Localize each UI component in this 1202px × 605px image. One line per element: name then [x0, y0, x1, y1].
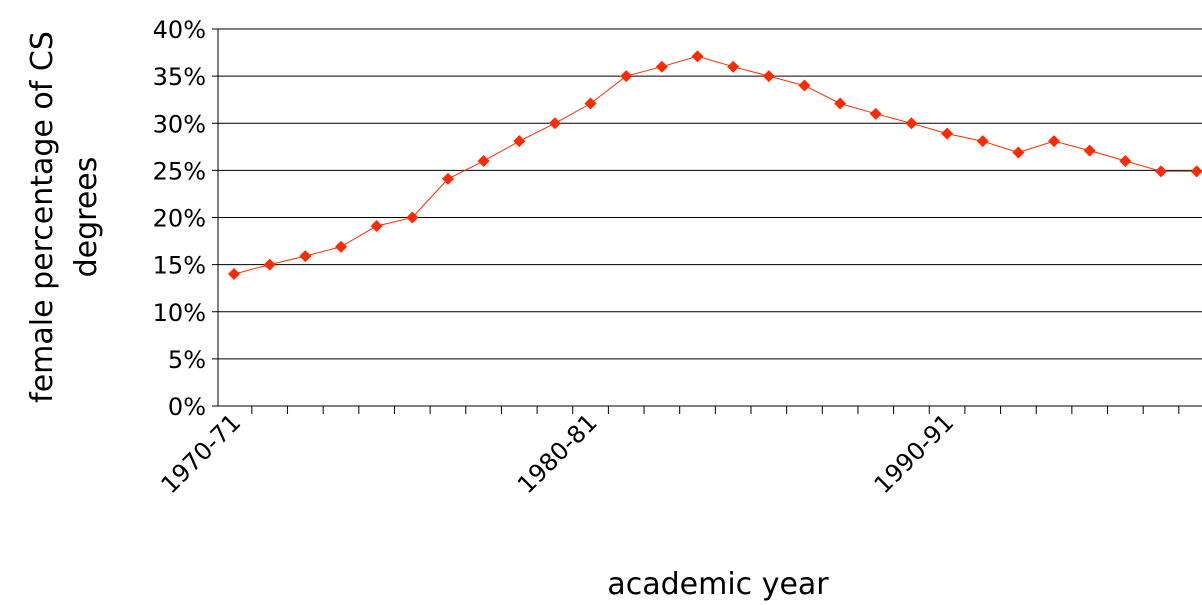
- data-point: [263, 258, 276, 271]
- y-axis-title-line: female percentage of CS: [25, 31, 60, 403]
- data-point: [370, 219, 383, 232]
- data-point: [691, 50, 704, 63]
- y-axis-title-line: degrees: [69, 157, 104, 278]
- data-point: [1190, 165, 1202, 178]
- data-point: [1119, 154, 1132, 167]
- series-layer: [228, 50, 1202, 281]
- axes: [212, 28, 1202, 414]
- y-tick-label: 40%: [153, 16, 206, 44]
- data-point: [762, 70, 775, 83]
- data-point: [1012, 146, 1025, 159]
- data-point: [869, 107, 882, 120]
- data-point: [1048, 135, 1061, 148]
- y-tick-label: 35%: [153, 63, 206, 91]
- data-point: [727, 60, 740, 73]
- y-axis-title: female percentage of CS degrees: [25, 31, 104, 403]
- y-axis-tick-labels: 0% 5% 10% 15% 20% 25% 30% 35% 40%: [153, 16, 206, 421]
- data-point: [1083, 144, 1096, 157]
- x-tick-label: 1970-71: [156, 408, 247, 499]
- y-tick-label: 15%: [153, 252, 206, 280]
- x-axis-title: academic year: [607, 567, 829, 602]
- data-point: [299, 250, 312, 263]
- data-point: [406, 211, 419, 224]
- data-point: [1155, 165, 1167, 178]
- data-point: [513, 135, 526, 148]
- data-point: [548, 117, 561, 130]
- data-point: [905, 117, 918, 130]
- data-point: [477, 154, 490, 167]
- x-axis-tick-labels: 1970-71 1980-81 1990-91: [156, 408, 960, 499]
- y-tick-label: 10%: [153, 299, 206, 327]
- gridlines: [218, 28, 1202, 360]
- data-point: [798, 79, 811, 92]
- y-axis-title-text: female percentage of CS degrees: [25, 31, 104, 403]
- data-point: [228, 268, 241, 281]
- data-point: [941, 127, 954, 140]
- x-tick-label: 1990-91: [869, 408, 960, 499]
- y-tick-label: 30%: [153, 110, 206, 138]
- series-line: [233, 55, 1197, 275]
- data-point: [335, 240, 347, 253]
- data-point: [655, 60, 668, 73]
- data-point: [620, 70, 633, 83]
- y-tick-label: 20%: [153, 205, 206, 233]
- y-tick-label: 0%: [168, 393, 206, 421]
- y-tick-label: 25%: [153, 157, 206, 185]
- data-point: [834, 97, 847, 110]
- data-point: [976, 135, 989, 148]
- data-point: [441, 172, 454, 185]
- data-point: [584, 97, 597, 110]
- y-tick-label: 5%: [168, 346, 206, 374]
- x-tick-label: 1980-81: [512, 408, 603, 499]
